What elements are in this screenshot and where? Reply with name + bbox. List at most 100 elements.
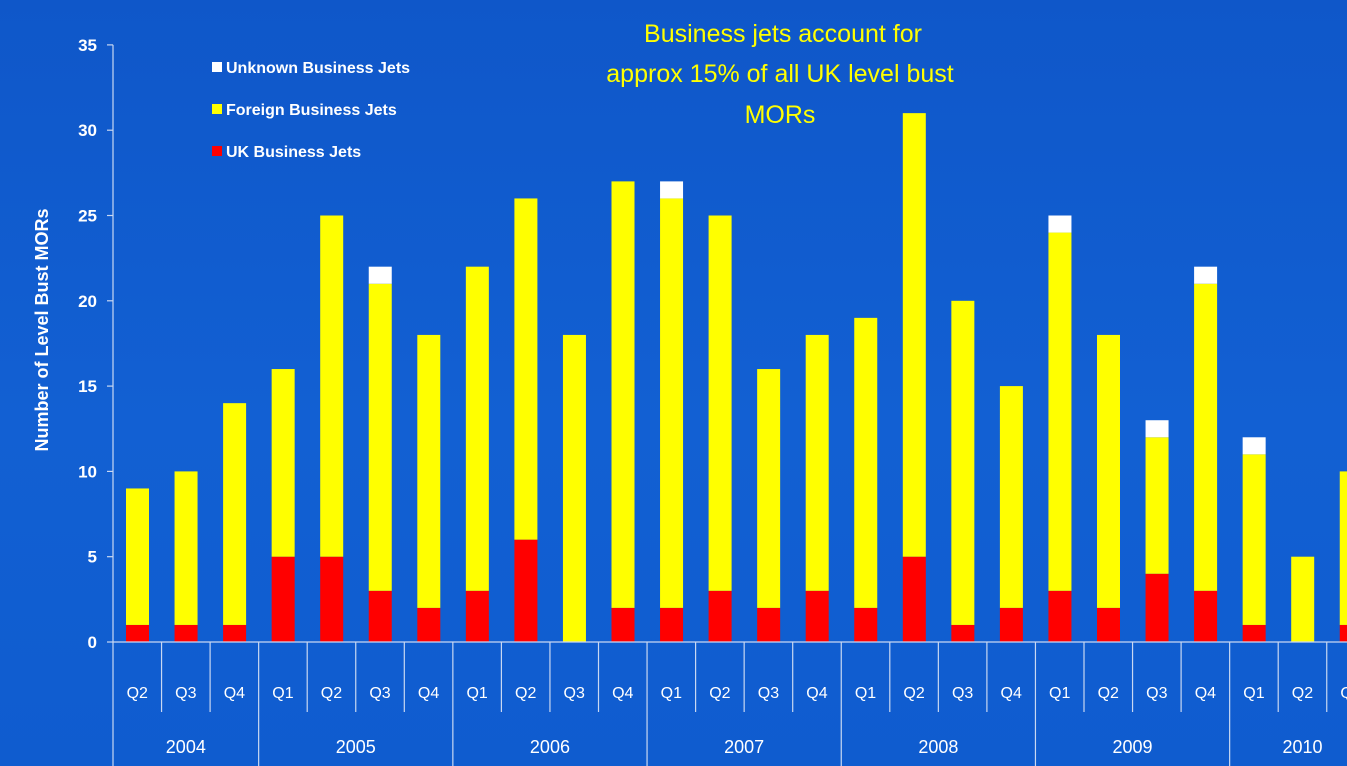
bar-uk-business-jets <box>1194 590 1218 642</box>
year-label: 2005 <box>336 737 376 757</box>
y-tick-label: 15 <box>78 377 97 396</box>
bar-foreign-business-jets <box>660 198 684 608</box>
bar-foreign-business-jets <box>805 334 829 591</box>
x-tick-label: Q1 <box>272 685 293 702</box>
bar-foreign-business-jets <box>465 266 489 591</box>
x-tick-label: Q4 <box>224 685 245 702</box>
x-tick-label: Q4 <box>612 685 633 702</box>
bar-foreign-business-jets <box>223 403 247 625</box>
x-tick-label: Q1 <box>855 685 876 702</box>
bar-foreign-business-jets <box>902 113 926 557</box>
x-tick-label: Q3 <box>369 685 390 702</box>
year-label: 2010 <box>1282 737 1322 757</box>
legend-label: UK Business Jets <box>226 144 361 161</box>
bar-foreign-business-jets <box>1048 232 1072 591</box>
x-tick-label: Q2 <box>1292 685 1313 702</box>
y-tick-label: 30 <box>78 121 97 140</box>
bar-uk-business-jets <box>1145 573 1169 642</box>
x-tick-label: Q3 <box>758 685 779 702</box>
bar-foreign-business-jets <box>757 369 781 608</box>
bar-foreign-business-jets <box>999 386 1023 608</box>
y-axis-label: Number of Level Bust MORs <box>32 208 52 451</box>
y-tick-label: 25 <box>78 207 97 226</box>
bar-uk-business-jets <box>320 556 344 642</box>
bar-foreign-business-jets <box>271 369 295 557</box>
bar-uk-business-jets <box>902 556 926 642</box>
bar-foreign-business-jets <box>174 471 198 625</box>
bar-uk-business-jets <box>1242 624 1266 642</box>
bar-uk-business-jets <box>660 607 684 642</box>
x-tick-label: Q3 <box>564 685 585 702</box>
x-tick-label: Q2 <box>903 685 924 702</box>
bar-uk-business-jets <box>126 624 149 642</box>
bar-uk-business-jets <box>1048 590 1072 642</box>
year-label: 2006 <box>530 737 570 757</box>
x-tick-label: Q4 <box>806 685 827 702</box>
bar-foreign-business-jets <box>1097 334 1120 608</box>
bar-foreign-business-jets <box>1291 556 1315 642</box>
bar-uk-business-jets <box>999 607 1023 642</box>
x-tick-label: Q4 <box>1001 685 1022 702</box>
bar-uk-business-jets <box>223 624 247 642</box>
bar-foreign-business-jets <box>368 283 392 591</box>
bar-uk-business-jets <box>514 539 538 642</box>
x-tick-label: Q1 <box>466 685 487 702</box>
x-tick-label: Q2 <box>321 685 342 702</box>
bar-foreign-business-jets <box>1145 437 1169 574</box>
bar-foreign-business-jets <box>562 334 586 642</box>
year-label: 2009 <box>1113 737 1153 757</box>
x-tick-label: Q3 <box>952 685 973 702</box>
x-tick-label: Q1 <box>1243 685 1264 702</box>
bar-foreign-business-jets <box>1339 471 1347 625</box>
bar-foreign-business-jets <box>708 215 732 591</box>
bar-foreign-business-jets <box>951 300 975 625</box>
annotation-line-1: Business jets account for <box>644 20 922 48</box>
bar-foreign-business-jets <box>1242 454 1266 625</box>
bar-uk-business-jets <box>951 624 975 642</box>
bar-foreign-business-jets <box>126 488 149 625</box>
bar-uk-business-jets <box>1097 607 1120 642</box>
year-label: 2004 <box>166 737 206 757</box>
x-tick-label: Q3 <box>1340 685 1347 702</box>
bar-uk-business-jets <box>465 590 489 642</box>
x-tick-label: Q2 <box>1098 685 1119 702</box>
bar-unknown-business-jets <box>1145 420 1169 438</box>
y-tick-label: 0 <box>88 633 97 652</box>
bar-foreign-business-jets <box>854 317 878 608</box>
legend-label: Unknown Business Jets <box>226 60 410 77</box>
bars <box>126 113 1347 642</box>
y-tick-label: 10 <box>78 462 97 481</box>
bar-uk-business-jets <box>805 590 829 642</box>
bar-uk-business-jets <box>1339 624 1347 642</box>
bar-foreign-business-jets <box>417 334 441 608</box>
legend: Unknown Business Jets Foreign Business Je… <box>212 60 410 161</box>
legend-swatch <box>212 146 222 156</box>
annotation-line-2: approx 15% of all UK level bust <box>606 60 953 88</box>
bar-unknown-business-jets <box>660 181 684 199</box>
x-tick-label: Q2 <box>127 685 148 702</box>
bar-foreign-business-jets <box>514 198 538 540</box>
bar-unknown-business-jets <box>1194 266 1218 284</box>
x-tick-label: Q4 <box>418 685 439 702</box>
x-tick-label: Q1 <box>1049 685 1070 702</box>
x-tick-label: Q1 <box>661 685 682 702</box>
bar-unknown-business-jets <box>1242 437 1266 455</box>
bar-uk-business-jets <box>368 590 392 642</box>
bar-unknown-business-jets <box>1048 215 1072 233</box>
bar-foreign-business-jets <box>1194 283 1218 591</box>
year-label: 2007 <box>724 737 764 757</box>
bar-unknown-business-jets <box>368 266 392 284</box>
x-tick-label: Q2 <box>709 685 730 702</box>
bar-uk-business-jets <box>708 590 732 642</box>
x-tick-label: Q2 <box>515 685 536 702</box>
bar-uk-business-jets <box>611 607 635 642</box>
y-tick-label: 35 <box>78 36 97 55</box>
y-tick-label: 20 <box>78 292 97 311</box>
bar-uk-business-jets <box>271 556 295 642</box>
x-tick-label: Q3 <box>175 685 196 702</box>
legend-swatch <box>212 62 222 72</box>
y-tick-label: 5 <box>88 548 97 567</box>
bar-foreign-business-jets <box>611 181 635 608</box>
bar-uk-business-jets <box>854 607 878 642</box>
legend-swatch <box>212 104 222 114</box>
